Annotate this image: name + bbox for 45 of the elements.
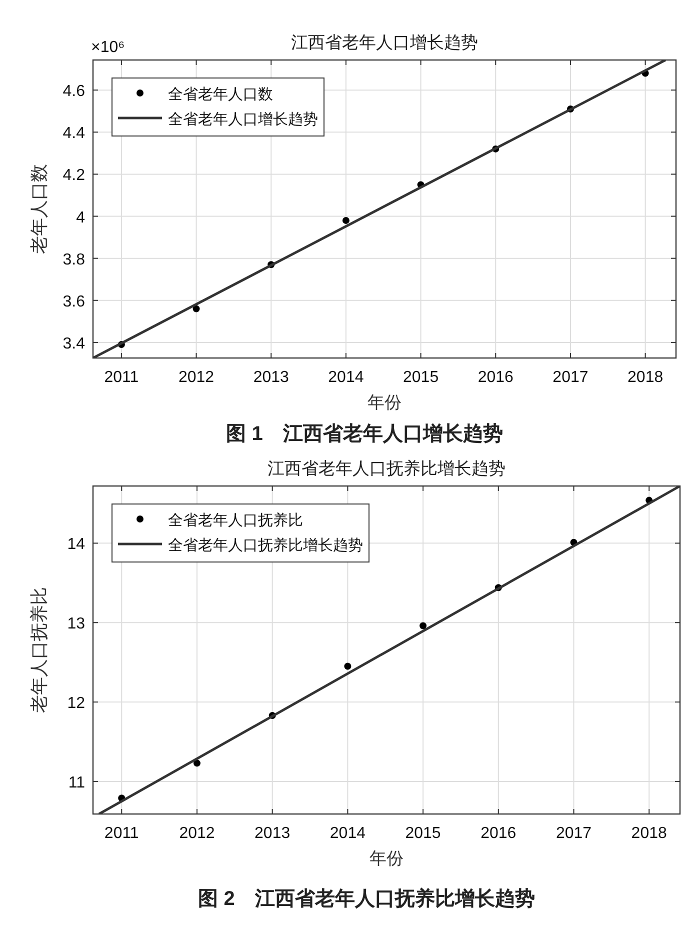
point — [420, 622, 427, 630]
x-tick-label: 2012 — [179, 825, 215, 842]
x-tick-label: 2015 — [405, 825, 441, 842]
text: ×10⁶ — [91, 39, 125, 56]
y-tick-label: 4.2 — [62, 167, 86, 184]
x-tick-label: 2016 — [478, 369, 514, 386]
point — [342, 216, 350, 224]
legend-label: 全省老年人口数 — [168, 86, 273, 103]
legend-label: 全省老年人口抚养比 — [168, 512, 303, 529]
x-tick-label: 2011 — [104, 825, 139, 842]
y-tick-label: 4.6 — [62, 83, 86, 100]
y-axis-title: 老年人口数 — [29, 164, 49, 254]
x-tick-label: 2013 — [253, 369, 290, 386]
point — [344, 662, 352, 670]
x-axis-title: 年份 — [368, 393, 402, 412]
point — [192, 305, 200, 312]
x-tick-label: 2014 — [330, 825, 366, 842]
x-tick-label: 2014 — [328, 369, 364, 386]
chart-title: 江西省老年人口抚养比增长趋势 — [268, 459, 506, 478]
x-tick-label: 2012 — [178, 369, 214, 386]
chart-title: 江西省老年人口增长趋势 — [291, 33, 478, 52]
y-tick-label: 3.6 — [62, 293, 86, 310]
caption: 图 1 江西省老年人口增长趋势 — [226, 423, 503, 445]
x-tick-label: 2015 — [403, 369, 439, 386]
y-axis-title: 老年人口抚养比 — [29, 587, 49, 713]
y-tick-label: 3.8 — [62, 251, 86, 268]
x-tick-label: 2016 — [480, 825, 516, 842]
caption: 图 2 江西省老年人口抚养比增长趋势 — [198, 887, 535, 910]
legend-label: 全省老年人口抚养比增长趋势 — [168, 537, 363, 554]
y-tick-label: 4 — [76, 209, 86, 226]
x-tick-label: 2017 — [552, 369, 588, 386]
y-tick-label: 4.4 — [62, 125, 86, 142]
legend-label: 全省老年人口增长趋势 — [168, 111, 318, 128]
x-tick-label: 2018 — [628, 369, 664, 386]
x-tick-label: 2017 — [556, 825, 592, 842]
x-tick-label: 2018 — [631, 825, 668, 842]
y-tick-label: 14 — [67, 536, 86, 554]
y-tick-label: 3.4 — [62, 335, 86, 352]
y-tick-label: 12 — [67, 695, 86, 712]
point — [193, 760, 200, 767]
x-tick-label: 2011 — [104, 369, 139, 386]
x-axis-title: 年份 — [370, 849, 404, 868]
x-tick-label: 2013 — [254, 825, 290, 842]
y-tick-label: 11 — [68, 774, 86, 792]
y-tick-label: 13 — [67, 616, 86, 633]
